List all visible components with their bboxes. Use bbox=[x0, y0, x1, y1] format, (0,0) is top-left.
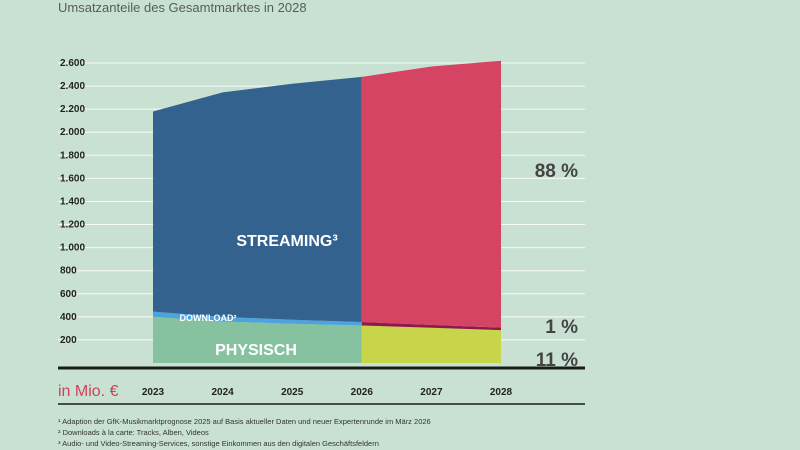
y-tick-label: 1.800 bbox=[60, 150, 85, 161]
x-tick-label: 2028 bbox=[490, 387, 513, 398]
x-tick-label: 2025 bbox=[281, 387, 304, 398]
y-tick-label: 1.000 bbox=[60, 243, 85, 254]
x-tick-label: 2027 bbox=[420, 387, 443, 398]
footnotes: ¹ Adaption der GfK-Musikmarktprognose 20… bbox=[58, 416, 431, 449]
share-streaming: 88 % bbox=[535, 161, 578, 182]
area-streaming-forecast bbox=[361, 60, 501, 328]
share-physisch: 11 % bbox=[536, 350, 578, 371]
x-tick-label: 2024 bbox=[211, 387, 234, 398]
chart-subtitle: Umsatzanteile des Gesamtmarktes in 2028 bbox=[58, 0, 307, 15]
area-physisch-forecast bbox=[361, 325, 501, 363]
y-tick-label: 2.200 bbox=[60, 104, 85, 115]
y-tick-label: 1.600 bbox=[60, 173, 85, 184]
y-tick-label: 800 bbox=[60, 266, 77, 277]
x-axis: 2023 2024 2025 2026 2027 2028 in Mio. € bbox=[58, 366, 585, 405]
footnote-1: ¹ Adaption der GfK-Musikmarktprognose 20… bbox=[58, 417, 431, 426]
y-tick-label: 400 bbox=[60, 312, 77, 323]
share-labels: 88 % 1 % 11 % bbox=[535, 161, 578, 371]
label-physisch: PHYSISCH bbox=[215, 342, 297, 359]
y-tick-label: 600 bbox=[60, 289, 77, 300]
area-series bbox=[153, 60, 501, 363]
y-tick-label: 2.000 bbox=[60, 127, 85, 138]
y-tick-label: 2.400 bbox=[60, 81, 85, 92]
series-labels: STREAMING³ DOWNLOAD² PHYSISCH bbox=[180, 233, 338, 359]
area-download-historic bbox=[153, 311, 362, 326]
share-download: 1 % bbox=[545, 317, 578, 338]
area-streaming-historic bbox=[153, 76, 362, 323]
area-physisch-historic bbox=[153, 316, 362, 363]
footnote-3: ³ Audio- und Video-Streaming-Services, s… bbox=[58, 439, 379, 448]
area-download-forecast bbox=[361, 322, 501, 331]
y-axis: 200 400 600 800 1.000 1.200 1.400 1.600 1.800 2.0… bbox=[60, 58, 85, 346]
y-tick-label: 2.600 bbox=[60, 58, 85, 69]
label-streaming: STREAMING³ bbox=[236, 233, 337, 250]
y-tick-label: 1.400 bbox=[60, 196, 85, 207]
x-tick-label: 2026 bbox=[351, 387, 374, 398]
y-tick-label: 1.200 bbox=[60, 220, 85, 231]
unit-label: in Mio. € bbox=[58, 383, 119, 400]
stacked-area-chart: STREAMING³ DOWNLOAD² PHYSISCH 200 400 600 800… bbox=[58, 58, 585, 405]
x-tick-label: 2023 bbox=[142, 387, 165, 398]
label-download: DOWNLOAD² bbox=[180, 313, 237, 323]
y-tick-label: 200 bbox=[60, 335, 77, 346]
footnote-2: ² Downloads à la carte: Tracks, Alben, V… bbox=[58, 428, 209, 437]
